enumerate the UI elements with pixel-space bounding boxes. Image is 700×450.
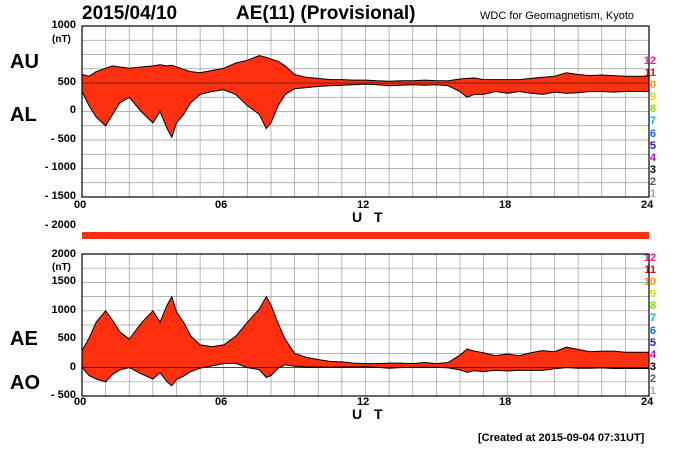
- color-key-label: 4: [649, 151, 656, 164]
- ytick-label: 1000: [51, 304, 76, 316]
- color-key-label: 11: [644, 264, 656, 277]
- color-key-label: 5: [649, 139, 656, 152]
- date-title: 2015/04/10: [82, 3, 178, 24]
- color-key-label: 12: [643, 252, 656, 264]
- plot-frame: [81, 25, 650, 198]
- xtick-label: 12: [357, 199, 370, 211]
- color-key-label: 7: [649, 115, 656, 128]
- ytick-label: 1500: [51, 275, 76, 287]
- x-axis-title-top: U T: [352, 209, 387, 225]
- ytick-label: - 1500: [44, 190, 76, 202]
- color-key-label: 12: [643, 55, 656, 67]
- xtick-label: 06: [215, 396, 228, 408]
- color-key-bottom: 12 11 10 9 8 7 6 5 4 3 2 1: [636, 252, 656, 397]
- color-key-label: 7: [649, 312, 656, 325]
- index-title: AE(11) (Provisional): [236, 3, 416, 24]
- series-line-au: [81, 55, 649, 82]
- au-label: AU: [10, 51, 39, 73]
- xtick-label: 24: [641, 199, 654, 211]
- al-label: AL: [10, 104, 37, 126]
- ytick-label: 0: [69, 104, 76, 116]
- color-key-label: 8: [649, 300, 656, 313]
- xtick-label: 00: [74, 199, 87, 211]
- color-key-label: 6: [649, 127, 656, 140]
- status-bar: [82, 232, 649, 239]
- color-key-label: 5: [649, 336, 656, 349]
- color-key-label: 4: [649, 348, 656, 361]
- color-key-label: 6: [649, 324, 656, 337]
- color-key-label: 9: [649, 91, 656, 104]
- ytick-label: 1000: [51, 19, 76, 31]
- ytick-label: - 2000: [44, 219, 76, 231]
- ytick-label: - 500: [50, 389, 76, 401]
- xtick-label: 24: [641, 396, 654, 408]
- color-key-label: 1: [649, 385, 656, 398]
- ytick-label: 0: [69, 361, 76, 373]
- unit-label-top: (nT): [52, 34, 71, 45]
- xtick-label: 00: [74, 396, 87, 408]
- color-key-label: 1: [649, 188, 656, 201]
- color-key-label: 2: [649, 175, 656, 188]
- xtick-label: 06: [215, 199, 228, 211]
- ytick-label: - 500: [50, 133, 76, 145]
- series-line-ae: [81, 295, 649, 365]
- unit-label-bottom: (nT): [52, 262, 71, 273]
- xtick-label: 18: [499, 396, 512, 408]
- x-axis-title-bottom: U T: [352, 406, 387, 422]
- series-line-al: [81, 83, 649, 139]
- color-key-label: 9: [649, 288, 656, 301]
- ytick-label: 500: [57, 332, 76, 344]
- ytick-label: 2000: [51, 248, 76, 260]
- color-key-label: 10: [643, 276, 656, 289]
- ao-label: AO: [10, 372, 40, 394]
- xtick-label: 18: [499, 199, 512, 211]
- color-key-label: 2: [649, 372, 656, 385]
- series-line-ao: [81, 362, 649, 387]
- color-key-label: 11: [644, 67, 656, 80]
- ytick-label: - 1000: [44, 161, 76, 173]
- envelope-area: [82, 55, 649, 138]
- color-key-label: 8: [649, 103, 656, 116]
- color-key-label: 3: [649, 163, 656, 176]
- color-key-label: 3: [649, 360, 656, 373]
- ae-label: AE: [10, 328, 38, 350]
- xtick-label: 12: [357, 396, 370, 408]
- source-label: WDC for Geomagnetism, Kyoto: [480, 10, 635, 22]
- ytick-label: 500: [57, 76, 76, 88]
- plot-frame: [81, 253, 650, 397]
- created-timestamp: [Created at 2015-09-04 07:31UT]: [478, 432, 645, 444]
